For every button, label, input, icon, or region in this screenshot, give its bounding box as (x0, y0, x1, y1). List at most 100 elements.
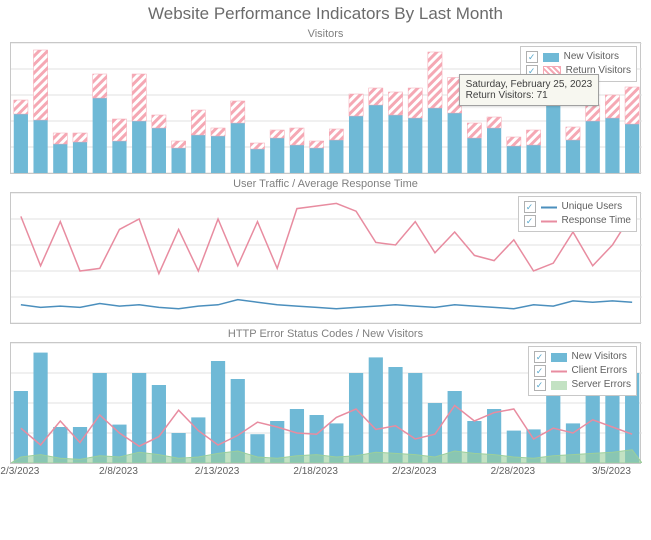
bar-return-visitors[interactable] (369, 88, 383, 105)
bar-new-visitors[interactable] (231, 123, 245, 173)
bar-return-visitors[interactable] (53, 133, 67, 144)
bar-new-visitors[interactable] (388, 367, 402, 463)
bar-return-visitors[interactable] (211, 128, 225, 136)
bar-new-visitors[interactable] (408, 118, 422, 173)
bar-new-visitors[interactable] (132, 373, 146, 463)
tooltip-value: Return Visitors: 71 (466, 90, 593, 101)
bar-return-visitors[interactable] (93, 74, 107, 98)
bar-new-visitors[interactable] (605, 118, 619, 173)
x-tick-label: 2/18/2023 (293, 466, 338, 477)
legend-label: Client Errors (572, 364, 628, 378)
bar-new-visitors[interactable] (329, 140, 343, 173)
bar-new-visitors[interactable] (625, 124, 639, 173)
bar-return-visitors[interactable] (625, 87, 639, 124)
bar-return-visitors[interactable] (290, 128, 304, 145)
bar-new-visitors[interactable] (33, 120, 47, 173)
tooltip: Saturday, February 25, 2023Return Visito… (459, 74, 600, 106)
bar-new-visitors[interactable] (408, 373, 422, 463)
bar-new-visitors[interactable] (152, 128, 166, 173)
bar-return-visitors[interactable] (349, 94, 363, 116)
bar-new-visitors[interactable] (14, 391, 28, 463)
bar-new-visitors[interactable] (369, 105, 383, 173)
bar-new-visitors[interactable] (172, 148, 186, 173)
legend-checkbox[interactable]: ✓ (534, 379, 546, 391)
x-tick-label: 2/8/2023 (99, 466, 138, 477)
bar-return-visitors[interactable] (586, 105, 600, 121)
x-tick-label: 2/23/2023 (392, 466, 437, 477)
legend-checkbox[interactable]: ✓ (526, 51, 538, 63)
bar-new-visitors[interactable] (467, 138, 481, 173)
legend-label: Response Time (562, 214, 631, 228)
bar-new-visitors[interactable] (526, 145, 540, 173)
bar-return-visitors[interactable] (270, 130, 284, 138)
bar-new-visitors[interactable] (93, 373, 107, 463)
bar-return-visitors[interactable] (73, 133, 87, 142)
bar-new-visitors[interactable] (132, 121, 146, 173)
bar-new-visitors[interactable] (369, 357, 383, 463)
bar-return-visitors[interactable] (250, 143, 264, 149)
bar-new-visitors[interactable] (211, 361, 225, 463)
bar-new-visitors[interactable] (507, 146, 521, 173)
bar-new-visitors[interactable] (73, 427, 87, 463)
bar-new-visitors[interactable] (290, 145, 304, 173)
line-unique-users[interactable] (21, 300, 632, 309)
bar-new-visitors[interactable] (73, 142, 87, 173)
bar-new-visitors[interactable] (566, 140, 580, 173)
bar-return-visitors[interactable] (467, 123, 481, 138)
bar-new-visitors[interactable] (487, 128, 501, 173)
bar-return-visitors[interactable] (428, 52, 442, 108)
bar-new-visitors[interactable] (310, 148, 324, 173)
panel1-title: Visitors (10, 28, 641, 40)
legend-label: New Visitors (564, 50, 619, 64)
bar-return-visitors[interactable] (566, 127, 580, 140)
chart-traffic[interactable]: ✓Unique Users✓Response Time (10, 192, 641, 324)
bar-new-visitors[interactable] (152, 385, 166, 463)
bar-new-visitors[interactable] (349, 116, 363, 173)
bar-new-visitors[interactable] (349, 373, 363, 463)
bar-return-visitors[interactable] (132, 74, 146, 121)
bar-new-visitors[interactable] (586, 121, 600, 173)
bar-return-visitors[interactable] (388, 92, 402, 115)
legend-checkbox[interactable]: ✓ (524, 201, 536, 213)
bar-return-visitors[interactable] (172, 141, 186, 148)
bar-return-visitors[interactable] (507, 137, 521, 146)
panel-traffic: User Traffic / Average Response Time ✓Un… (10, 178, 641, 324)
bar-return-visitors[interactable] (408, 88, 422, 118)
legend-checkbox[interactable]: ✓ (524, 215, 536, 227)
bar-new-visitors[interactable] (231, 379, 245, 463)
bar-return-visitors[interactable] (526, 130, 540, 145)
bar-new-visitors[interactable] (250, 149, 264, 173)
legend-checkbox[interactable]: ✓ (534, 351, 546, 363)
bar-new-visitors[interactable] (33, 353, 47, 463)
panel3-title: HTTP Error Status Codes / New Visitors (10, 328, 641, 340)
bar-return-visitors[interactable] (33, 50, 47, 120)
legend-swatch (541, 217, 557, 226)
bar-return-visitors[interactable] (14, 100, 28, 114)
bar-return-visitors[interactable] (605, 95, 619, 118)
bar-new-visitors[interactable] (388, 115, 402, 173)
bar-new-visitors[interactable] (290, 409, 304, 463)
x-axis: 2/3/20232/8/20232/13/20232/18/20232/23/2… (10, 464, 641, 482)
bar-new-visitors[interactable] (93, 98, 107, 173)
bar-return-visitors[interactable] (152, 115, 166, 128)
chart-visitors[interactable]: ✓New Visitors✓Return VisitorsSaturday, F… (10, 42, 641, 174)
legend-checkbox[interactable]: ✓ (534, 365, 546, 377)
legend-row: ✓New Visitors (534, 350, 631, 364)
panel-errors: HTTP Error Status Codes / New Visitors ✓… (10, 328, 641, 464)
bar-new-visitors[interactable] (112, 141, 126, 173)
chart-errors[interactable]: ✓New Visitors✓Client Errors✓Server Error… (10, 342, 641, 464)
bar-new-visitors[interactable] (270, 138, 284, 173)
bar-return-visitors[interactable] (310, 141, 324, 148)
bar-return-visitors[interactable] (191, 110, 205, 135)
bar-return-visitors[interactable] (112, 119, 126, 141)
bar-return-visitors[interactable] (329, 129, 343, 140)
bar-new-visitors[interactable] (191, 135, 205, 173)
legend-row: ✓ New Visitors (526, 50, 631, 64)
bar-new-visitors[interactable] (448, 113, 462, 173)
bar-new-visitors[interactable] (53, 144, 67, 173)
bar-new-visitors[interactable] (211, 136, 225, 173)
bar-new-visitors[interactable] (428, 108, 442, 173)
bar-new-visitors[interactable] (14, 114, 28, 173)
bar-return-visitors[interactable] (231, 101, 245, 123)
bar-return-visitors[interactable] (487, 117, 501, 128)
